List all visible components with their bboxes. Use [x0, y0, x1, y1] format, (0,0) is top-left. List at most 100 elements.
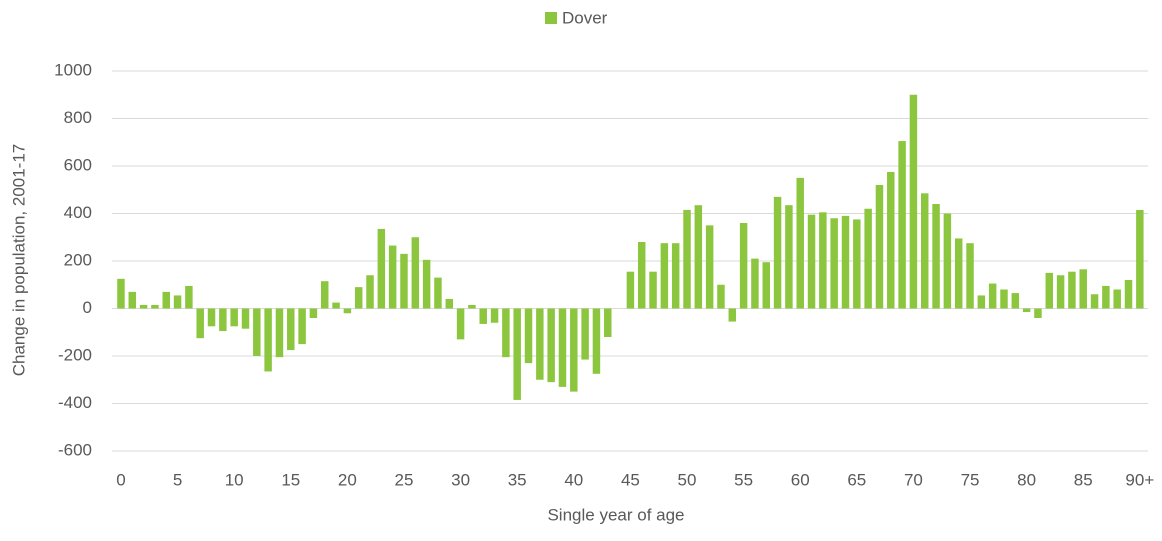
- x-tick-label: 20: [338, 470, 357, 489]
- bar: [705, 225, 714, 309]
- x-tick-label: 15: [281, 470, 300, 489]
- bar: [490, 308, 499, 323]
- bar: [683, 209, 691, 309]
- bar: [807, 214, 816, 309]
- bar: [321, 281, 329, 309]
- x-tick-label: 0: [116, 470, 125, 489]
- x-tick-label: 40: [564, 470, 583, 489]
- bar: [287, 308, 295, 351]
- bar: [388, 245, 397, 309]
- bar: [694, 205, 703, 309]
- bar: [128, 291, 137, 309]
- y-tick-label: 800: [64, 108, 92, 127]
- legend-label: Dover: [562, 8, 608, 27]
- y-axis-label: Change in population, 2001-17: [9, 144, 28, 377]
- bar: [219, 308, 227, 332]
- y-tick-label: 0: [83, 298, 92, 317]
- bar: [547, 308, 555, 383]
- bar: [275, 308, 284, 358]
- bar: [1000, 289, 1008, 309]
- bar: [354, 287, 363, 309]
- x-tick-label: 70: [904, 470, 923, 489]
- bar: [411, 237, 420, 309]
- x-tick-label: 50: [678, 470, 697, 489]
- bar: [513, 308, 521, 400]
- y-tick-label: -600: [58, 440, 92, 459]
- bar: [445, 299, 454, 309]
- bar: [830, 218, 838, 309]
- x-tick-label: 65: [847, 470, 866, 489]
- bar: [117, 278, 125, 309]
- bar: [819, 212, 827, 309]
- bar: [230, 308, 238, 327]
- y-tick-label: -400: [58, 393, 92, 412]
- bar: [309, 308, 318, 318]
- bar: [207, 308, 216, 327]
- bar: [422, 259, 431, 309]
- bar: [366, 275, 374, 309]
- bar: [524, 308, 533, 364]
- bar: [604, 308, 612, 337]
- bar: [400, 253, 408, 309]
- bar: [139, 304, 148, 309]
- x-tick-label: 45: [621, 470, 640, 489]
- y-tick-label: -200: [58, 345, 92, 364]
- bar: [592, 308, 601, 374]
- legend-swatch: [545, 12, 557, 24]
- bar: [649, 271, 657, 309]
- bar: [954, 238, 963, 309]
- x-tick-label: 90+: [1125, 470, 1154, 489]
- bar: [909, 94, 918, 309]
- bar: [468, 304, 476, 309]
- bar: [875, 185, 884, 309]
- bar: [1090, 294, 1099, 309]
- bar: [1045, 272, 1054, 309]
- y-tick-label: 1000: [54, 60, 92, 79]
- bar: [977, 295, 986, 309]
- bar: [253, 308, 261, 356]
- bar: [988, 283, 997, 309]
- bar: [864, 208, 872, 309]
- bar: [853, 219, 861, 309]
- bar: [1113, 289, 1121, 309]
- bar: [536, 308, 544, 380]
- bar: [943, 213, 952, 309]
- bar: [581, 308, 589, 360]
- bar: [1011, 293, 1020, 309]
- bar: [298, 308, 306, 345]
- bar: [966, 243, 974, 309]
- bar: [1034, 308, 1042, 318]
- bar: [785, 205, 793, 309]
- y-tick-label: 600: [64, 155, 92, 174]
- bar: [773, 196, 782, 309]
- bar: [762, 262, 770, 309]
- bar: [932, 204, 940, 309]
- bar: [434, 277, 442, 309]
- y-tick-label: 200: [64, 250, 92, 269]
- x-tick-label: 25: [395, 470, 414, 489]
- bar: [728, 308, 737, 322]
- bar: [151, 304, 159, 309]
- bar: [717, 284, 725, 309]
- bar: [1022, 308, 1031, 313]
- bar: [637, 242, 646, 309]
- x-tick-label: 75: [961, 470, 980, 489]
- x-tick-label: 60: [791, 470, 810, 489]
- bar: [671, 243, 680, 309]
- bar: [660, 243, 669, 309]
- bar: [264, 308, 272, 372]
- bar: [456, 308, 465, 340]
- bar: [1136, 209, 1144, 309]
- x-tick-label: 30: [451, 470, 470, 489]
- bar: [1079, 269, 1087, 309]
- bar: [898, 141, 906, 309]
- bar: [343, 308, 352, 314]
- x-axis-label: Single year of age: [547, 505, 684, 524]
- y-tick-label: 400: [64, 203, 92, 222]
- bar: [479, 308, 487, 324]
- bar: [241, 308, 250, 329]
- x-tick-label: 80: [1017, 470, 1036, 489]
- bar: [739, 223, 748, 309]
- x-tick-label: 5: [173, 470, 182, 489]
- bar: [558, 308, 567, 387]
